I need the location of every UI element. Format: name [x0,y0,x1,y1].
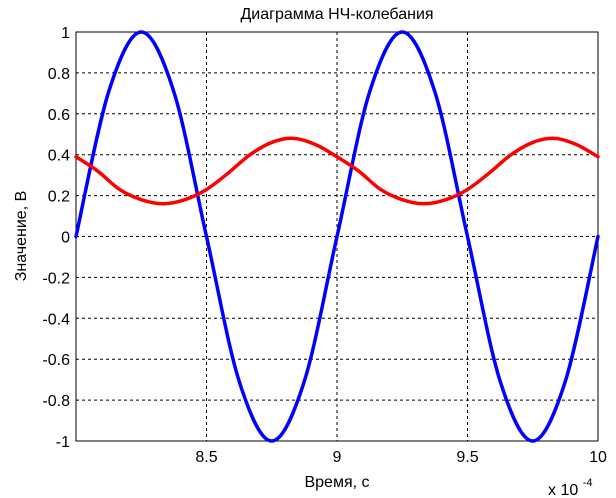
y-tick-labels: -1 -0.8 -0.6 -0.4 -0.2 0 0.2 0.4 0.6 0.8 1 [42,25,70,451]
y-tick-label: 0.4 [48,148,70,165]
chart-title: Диаграмма НЧ-колебания [240,6,433,23]
x-exponent-base: x 10 [548,482,578,498]
x-tick-label: 10 [589,449,607,466]
x-tick-label: 9.5 [456,449,478,466]
y-tick-label: 0.2 [48,189,70,206]
y-tick-label: 0.6 [48,107,70,124]
y-tick-label: -1 [56,434,70,451]
y-axis-label: Значение, В [13,191,30,282]
series-layer [74,30,600,443]
x-axis-label: Время, с [304,474,369,491]
y-tick-label: -0.4 [42,311,70,328]
series-line-1 [74,30,600,443]
y-tick-label: -0.8 [42,393,70,410]
y-tick-label: 1 [61,25,70,42]
y-tick-label: -0.2 [42,270,70,287]
x-exponent-label: x 10 -4 [548,477,592,498]
y-tick-label: 0.8 [48,66,70,83]
x-tick-label: 9 [333,449,342,466]
x-tick-labels: 8.5 9 9.5 10 [195,449,607,466]
x-exponent-power: -4 [583,477,593,489]
series-line-2 [74,136,600,206]
x-tick-label: 8.5 [195,449,217,466]
y-tick-label: 0 [61,230,70,247]
y-tick-label: -0.6 [42,352,70,369]
